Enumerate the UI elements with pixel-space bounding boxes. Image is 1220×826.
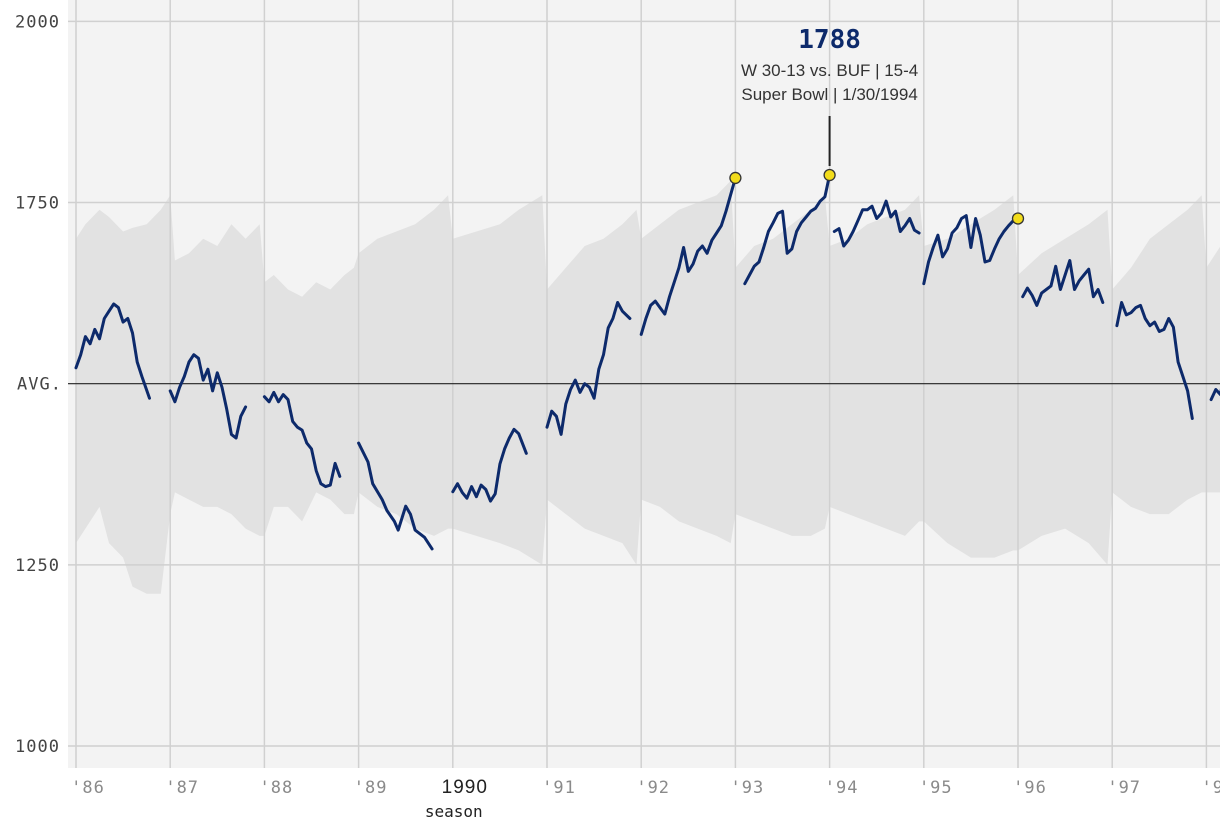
peak-marker bbox=[823, 168, 836, 182]
peak-annotation: 1788 W 30-13 vs. BUF | 15-4 Super Bowl |… bbox=[741, 25, 918, 167]
season-line bbox=[262, 390, 342, 489]
annotation-value: 1788 bbox=[798, 25, 861, 55]
season-line bbox=[357, 441, 434, 551]
rating-lines bbox=[74, 173, 1220, 551]
average-label: AVG. bbox=[17, 375, 62, 395]
season-line bbox=[168, 353, 248, 440]
season-line bbox=[545, 301, 632, 436]
season-line bbox=[74, 302, 151, 400]
peak-marker bbox=[729, 171, 742, 185]
y-tick-label: 1250 bbox=[15, 556, 60, 576]
y-tick-label: 2000 bbox=[15, 12, 60, 32]
x-tick-label: '98 bbox=[1202, 778, 1220, 798]
x-tick-label: '96 bbox=[1013, 778, 1047, 798]
season-line bbox=[451, 427, 528, 503]
peak-marker bbox=[1011, 212, 1025, 225]
y-tick-label: 1750 bbox=[15, 194, 60, 214]
season-line bbox=[1209, 388, 1220, 402]
season-line bbox=[743, 173, 832, 286]
peak-markers bbox=[729, 168, 1025, 225]
x-tick-label: '92 bbox=[636, 778, 670, 798]
x-axis-label: season bbox=[425, 802, 483, 821]
season-line bbox=[922, 214, 1020, 286]
season-line bbox=[832, 199, 921, 248]
axes: 2000 1750 1250 1000 AVG. '86 '87 '88 '89 1990 '91 '… bbox=[15, 12, 1220, 821]
x-tick-label: '94 bbox=[825, 778, 859, 798]
y-tick-label: 1000 bbox=[15, 737, 60, 757]
x-tick-label: '95 bbox=[919, 778, 953, 798]
gridlines bbox=[68, 0, 1220, 768]
x-tick-label: '91 bbox=[542, 778, 576, 798]
annotation-game-date: Super Bowl | 1/30/1994 bbox=[741, 85, 917, 104]
rating-range-band bbox=[76, 180, 1220, 594]
season-line bbox=[1021, 259, 1105, 307]
x-tick-label: '97 bbox=[1107, 778, 1141, 798]
annotation-game-result: W 30-13 vs. BUF | 15-4 bbox=[741, 61, 918, 80]
x-tick-label: 1990 bbox=[442, 777, 488, 798]
season-line bbox=[1115, 301, 1194, 420]
x-tick-label: '93 bbox=[731, 778, 765, 798]
x-tick-label: '86 bbox=[71, 778, 105, 798]
season-line bbox=[639, 176, 737, 336]
rating-range-band-area bbox=[76, 180, 1220, 594]
x-tick-label: '87 bbox=[165, 778, 199, 798]
x-tick-label: '89 bbox=[354, 778, 388, 798]
x-tick-label: '88 bbox=[260, 778, 294, 798]
